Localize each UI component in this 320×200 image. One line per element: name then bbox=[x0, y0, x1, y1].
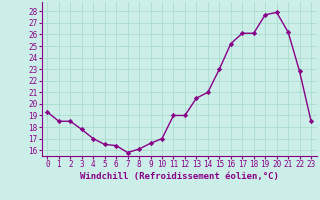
X-axis label: Windchill (Refroidissement éolien,°C): Windchill (Refroidissement éolien,°C) bbox=[80, 172, 279, 181]
